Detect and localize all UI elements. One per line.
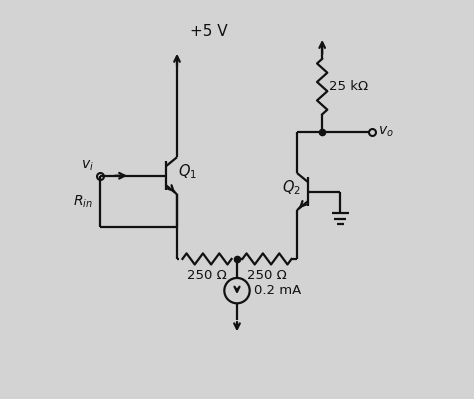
Text: +5 V: +5 V	[191, 24, 228, 39]
Text: 250 Ω: 250 Ω	[187, 269, 227, 282]
Text: $Q_1$: $Q_1$	[178, 162, 197, 181]
Text: $R_{in}$: $R_{in}$	[73, 193, 92, 210]
Text: $v_o$: $v_o$	[378, 125, 393, 139]
Text: 0.2 mA: 0.2 mA	[254, 284, 301, 297]
Text: 25 kΩ: 25 kΩ	[329, 80, 368, 93]
Text: $v_i$: $v_i$	[82, 158, 94, 172]
Text: 250 Ω: 250 Ω	[247, 269, 287, 282]
Text: $Q_2$: $Q_2$	[282, 178, 301, 197]
